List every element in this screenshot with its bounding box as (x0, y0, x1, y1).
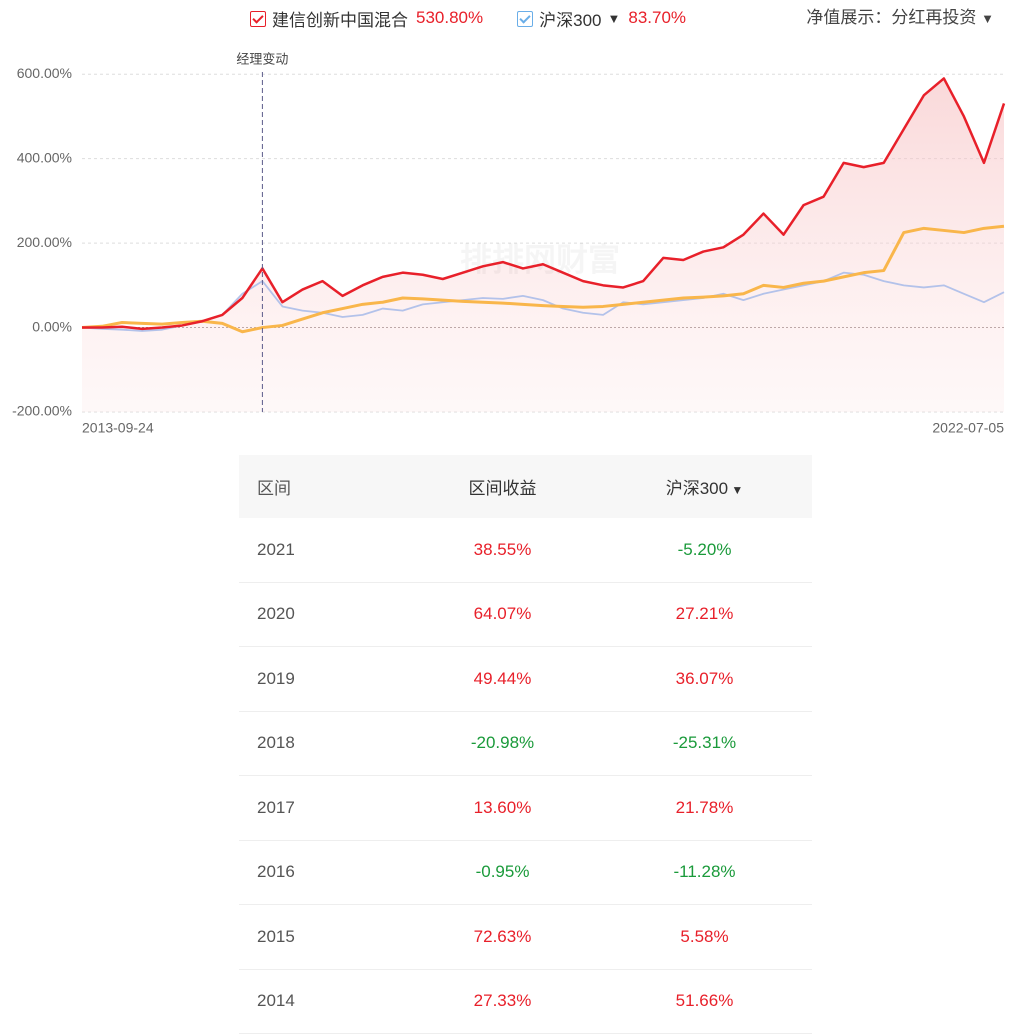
table-cell: 2017 (239, 775, 408, 841)
checkbox[interactable] (250, 11, 266, 27)
table-cell: 21.78% (597, 775, 812, 841)
table-cell: 2016 (239, 840, 408, 905)
table-cell: 2014 (239, 969, 408, 1034)
y-tick-label: 200.00% (17, 234, 72, 250)
table-cell: 2015 (239, 904, 408, 970)
table-cell: 36.07% (597, 646, 812, 712)
annotation-label: 经理变动 (236, 51, 288, 66)
table-header: 区间 (239, 455, 408, 518)
control-label: 净值展示： (806, 8, 892, 27)
table-cell: 2020 (239, 582, 408, 647)
checkbox[interactable] (517, 11, 534, 27)
table-cell: 64.07% (408, 582, 598, 647)
table-cell: 27.33% (408, 969, 598, 1034)
dropdown-arrow[interactable]: ▼ (981, 11, 994, 26)
returns-table: 区间 区间收益 沪深300 ▼ 2021 38.55% -5.20% 2020 64.07% 2… (239, 455, 812, 1034)
table-row: 2020 64.07% 27.21% (239, 582, 812, 647)
chart: 排排网财富 -200.00% 0.00% 200.00% 400.00% 600.00%… (12, 51, 1006, 436)
table-cell: 2019 (239, 646, 408, 712)
line (82, 77, 1006, 331)
watermark: 排排网财富 (460, 241, 620, 277)
legend: 建信创新中国混合 530.80% 沪深300 ▼ 83.70% (250, 6, 686, 30)
table-cell: 13.60% (408, 775, 598, 841)
control-option[interactable]: 分红再投资 (891, 8, 977, 27)
table-cell: -20.98% (408, 711, 598, 776)
table-header: 区间收益 (408, 455, 598, 518)
table-cell: 51.66% (597, 969, 812, 1034)
table-row: 2021 38.55% -5.20% (239, 518, 812, 583)
y-tick-label: 400.00% (17, 149, 72, 165)
table-cell: 5.58% (597, 904, 812, 970)
table-cell: 72.63% (408, 904, 598, 970)
display-control[interactable]: 净值展示：分红再投资 ▼ (806, 6, 994, 30)
legend-name[interactable]: 沪深300 (539, 10, 602, 30)
line (81, 224, 1005, 334)
page: 建信创新中国混合 530.80% 沪深300 ▼ 83.70% 净值展示：分红再… (0, 0, 1014, 1012)
table-row: 2018 -20.98% -25.31% (239, 711, 812, 776)
table-row: 2015 72.63% 5.58% (239, 904, 812, 970)
y-tick-label: -200.00% (12, 403, 72, 419)
area (82, 78, 1004, 412)
table-cell: 2018 (239, 711, 408, 776)
dropdown-arrow[interactable]: ▼ (728, 483, 744, 497)
x-tick-label: 2022-07-05 (932, 420, 1004, 436)
dropdown-arrow[interactable]: ▼ (607, 10, 621, 26)
table-cell: 27.21% (597, 582, 812, 647)
table-header[interactable]: 沪深300 ▼ (597, 455, 812, 518)
table-cell: 38.55% (408, 518, 598, 583)
table-cell: -0.95% (408, 840, 598, 905)
x-tick-label: 2013-09-24 (82, 420, 154, 436)
table-cell: 2021 (239, 518, 408, 583)
legend-return: 530.80% (416, 8, 484, 27)
table-cell: -11.28% (597, 840, 812, 905)
y-tick-label: 0.00% (32, 318, 72, 334)
legend-name[interactable]: 建信创新中国混合 (272, 10, 408, 30)
legend-return: 83.70% (628, 8, 687, 27)
table-row: 2017 13.60% 21.78% (239, 775, 812, 841)
table-cell: -5.20% (597, 518, 812, 583)
table-row: 2016 -0.95% -11.28% (239, 840, 812, 905)
table-cell: -25.31% (597, 711, 812, 776)
table-row: 2019 49.44% 36.07% (239, 646, 812, 712)
line (81, 271, 1005, 332)
table-row: 2014 27.33% 51.66% (239, 969, 812, 1034)
table-cell: 49.44% (408, 646, 598, 712)
y-tick-label: 600.00% (17, 65, 72, 81)
